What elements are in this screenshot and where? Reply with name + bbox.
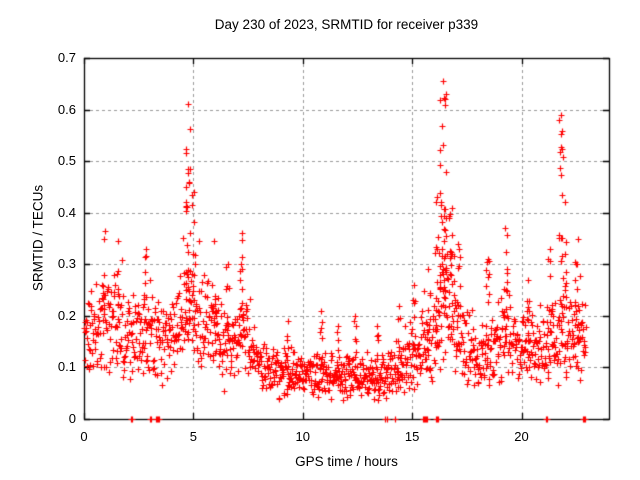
y-tick-label: 0.3 [57,256,76,272]
y-axis-label: SRMTID / TECUs [30,184,46,292]
x-tick-label: 20 [514,429,529,444]
y-tick-label: 0.7 [57,50,76,65]
chart-title: Day 230 of 2023, SRMTID for receiver p33… [214,17,479,32]
y-tick-label: 0.1 [57,359,76,375]
x-tick-label: 0 [80,429,88,444]
x-tick-label: 10 [295,429,310,444]
y-tick-label: 0.5 [57,153,76,169]
y-tick-label: 0.4 [57,204,76,220]
x-tick-label: 5 [189,429,197,444]
y-tick-label: 0 [68,411,76,426]
y-tick-label: 0.6 [57,101,76,117]
x-axis-label: GPS time / hours [295,454,398,469]
y-tick-label: 0.2 [57,307,76,323]
x-tick-label: 15 [404,429,420,444]
